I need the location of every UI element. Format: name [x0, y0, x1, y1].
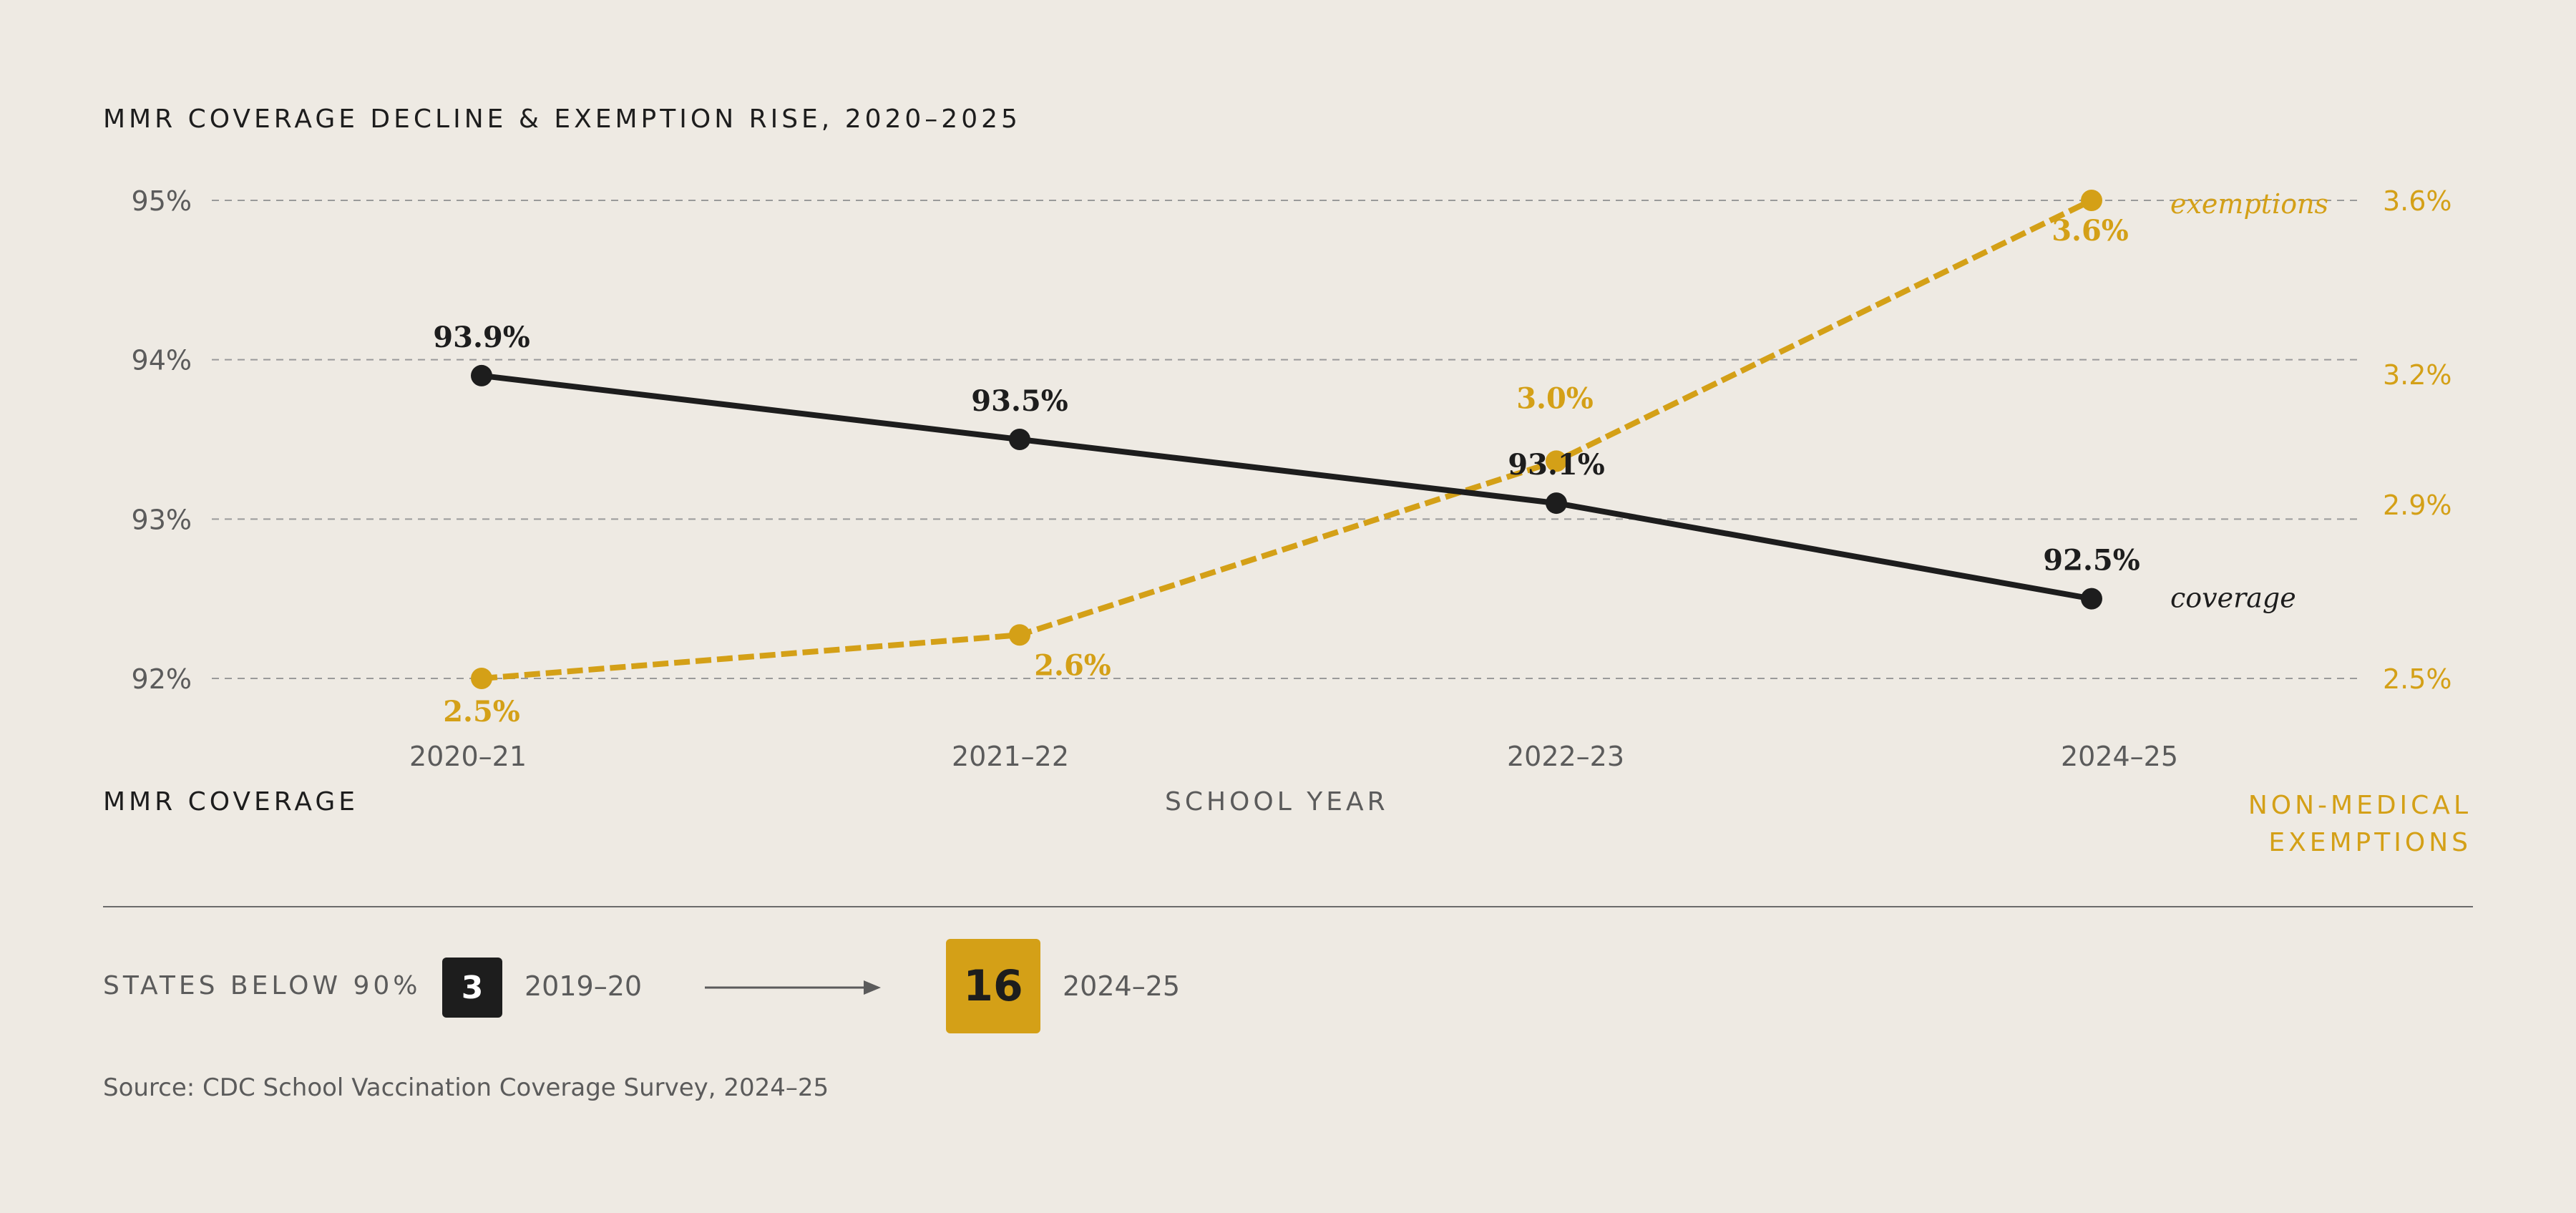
right-axis-tick: 2.9% — [2383, 489, 2452, 521]
coverage-series-label: coverage — [2170, 583, 2296, 614]
exemptions-data-label: 2.5% — [443, 695, 520, 729]
x-axis-label: SCHOOL YEAR — [1165, 787, 1389, 817]
exemptions-point — [471, 668, 492, 689]
exemptions-data-label: 2.6% — [1034, 648, 1111, 682]
coverage-point — [2081, 588, 2102, 610]
coverage-point — [1009, 429, 1030, 450]
coverage-data-label: 93.1% — [1508, 448, 1604, 482]
x-axis-tick: 2020–21 — [409, 741, 527, 772]
x-axis-tick: 2024–25 — [2061, 741, 2178, 772]
coverage-data-label: 93.9% — [433, 321, 530, 354]
x-axis-tick: 2022–23 — [1507, 741, 1624, 772]
x-axis-tick: 2021–22 — [952, 741, 1069, 772]
right-axis-tick: 2.5% — [2383, 663, 2452, 695]
left-axis-tick: 94% — [132, 345, 192, 376]
left-axis-tick: 92% — [132, 663, 192, 695]
coverage-data-label: 92.5% — [2043, 544, 2140, 578]
exemptions-data-label: 3.6% — [2051, 214, 2129, 248]
left-axis-tick: 95% — [132, 185, 192, 217]
exemptions-point — [1009, 624, 1030, 646]
states-count-from-badge: 3 — [442, 958, 502, 1018]
coverage-data-label: 93.5% — [971, 384, 1068, 418]
left-axis-tick: 93% — [132, 504, 192, 535]
exemptions-series-label: exemptions — [2170, 188, 2328, 220]
exemptions-data-label: 3.0% — [1516, 381, 1594, 415]
source-note: Source: CDC School Vaccination Coverage … — [103, 1073, 829, 1102]
line-chart: 95% 94% 93% 92% 3.6% 3.2% 2.9% 2.5% 2020–21 2021–… — [132, 185, 2452, 772]
exemptions-point — [2081, 190, 2102, 211]
exemptions-line — [481, 198, 2093, 681]
coverage-line — [481, 372, 2092, 602]
coverage-point — [1546, 492, 1567, 515]
coverage-point — [471, 364, 492, 386]
right-axis-tick: 3.6% — [2383, 185, 2452, 217]
right-axis-label: NON-MEDICAL EXEMPTIONS — [2248, 791, 2472, 857]
right-axis-tick: 3.2% — [2383, 359, 2452, 391]
divider — [103, 906, 2473, 907]
exemptions-point — [1546, 450, 1567, 472]
states-count-to-badge: 16 — [946, 939, 1040, 1033]
chart-title: MMR COVERAGE DECLINE & EXEMPTION RISE, 2… — [103, 104, 1021, 134]
arrow-right-icon — [705, 980, 881, 995]
states-below-label: STATES BELOW 90% — [103, 971, 421, 1000]
states-year-to: 2024–25 — [1063, 970, 1181, 1002]
states-year-from: 2019–20 — [525, 970, 643, 1002]
left-axis-label: MMR COVERAGE — [103, 787, 358, 817]
